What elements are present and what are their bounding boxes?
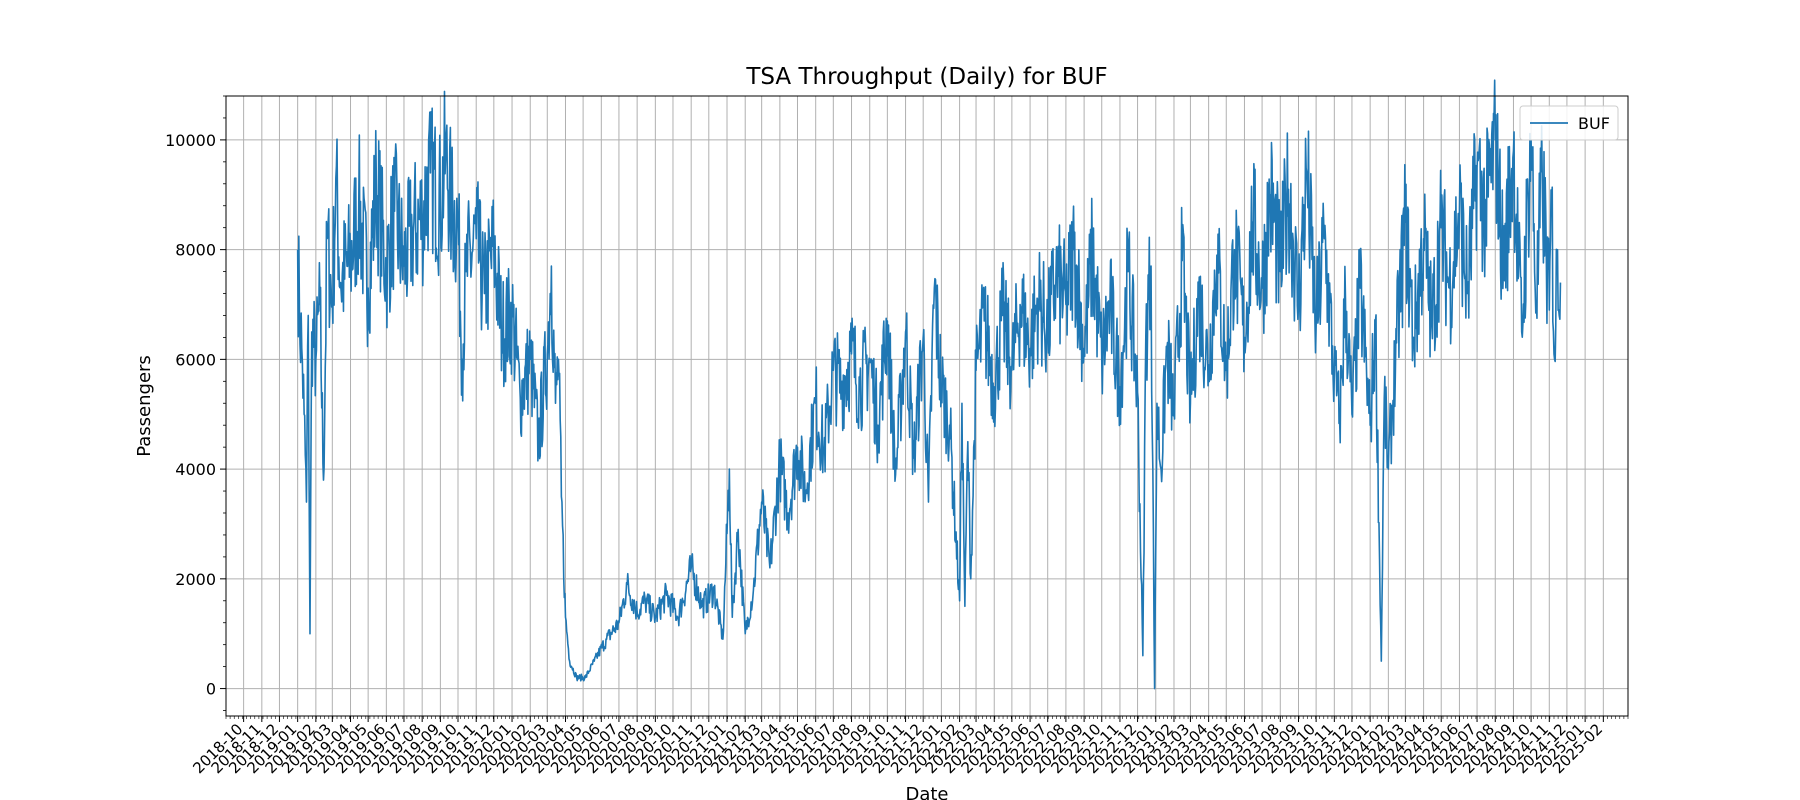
axes-frame <box>225 95 1629 717</box>
grid-lines <box>226 96 1628 716</box>
chart-title: TSA Throughput (Daily) for BUF <box>745 64 1107 90</box>
y-tick-label: 4000 <box>175 460 216 479</box>
y-axis-label: Passengers <box>134 355 155 457</box>
y-tick-label: 6000 <box>175 350 216 369</box>
y-tick-label: 0 <box>206 680 216 699</box>
legend-entry-buf: BUF <box>1578 114 1610 133</box>
x-axis-ticks: 2018-102018-112018-122019-012019-022019-… <box>189 716 1629 777</box>
y-tick-label: 2000 <box>175 570 216 589</box>
series-layer <box>296 79 1562 690</box>
y-tick-label: 8000 <box>175 241 216 260</box>
legend: BUF <box>1519 105 1619 141</box>
y-tick-label: 10000 <box>165 131 216 150</box>
series-line-buf <box>296 79 1562 690</box>
legend-box <box>1519 105 1619 141</box>
y-axis-ticks: 0 2000 4000 6000 8000 10000 <box>165 95 226 711</box>
x-axis-label: Date <box>905 784 948 800</box>
